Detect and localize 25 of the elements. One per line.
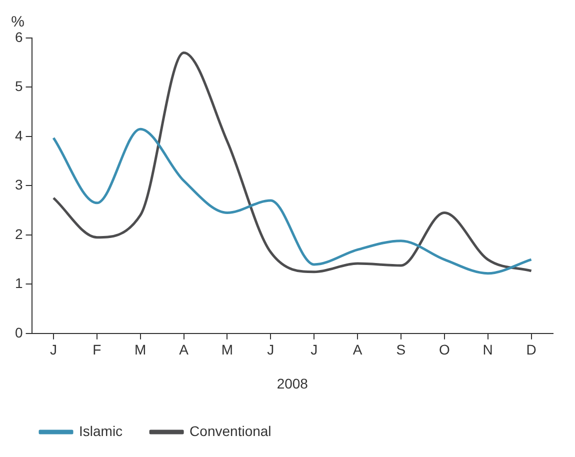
legend-label: Islamic <box>79 422 123 439</box>
y-tick-label: 1 <box>14 275 23 292</box>
y-axis-title: % <box>11 14 24 31</box>
x-tick-label: M <box>134 342 146 358</box>
x-tick-label: J <box>50 342 58 358</box>
x-tick-label: J <box>310 342 318 358</box>
x-tick-label: F <box>92 342 102 358</box>
x-tick-label: N <box>482 342 493 358</box>
x-tick-label: A <box>352 342 363 358</box>
y-tick-label: 6 <box>14 28 23 45</box>
x-tick-label: O <box>438 342 450 358</box>
legend-label: Conventional <box>190 422 272 439</box>
x-tick-label: D <box>526 342 536 358</box>
x-tick-label: S <box>396 342 406 358</box>
x-tick-label: M <box>221 342 234 358</box>
line-series <box>52 128 533 275</box>
x-tick-label: J <box>267 342 274 358</box>
y-tick-label: 5 <box>14 78 23 94</box>
line-series <box>52 52 533 274</box>
y-tick-label: 2 <box>14 226 23 242</box>
y-tick-label: 4 <box>14 127 23 144</box>
y-tick-label: 0 <box>14 324 23 340</box>
x-tick-label: A <box>179 342 190 358</box>
x-axis-title: 2008 <box>276 375 308 392</box>
y-tick-label: 3 <box>14 176 23 193</box>
